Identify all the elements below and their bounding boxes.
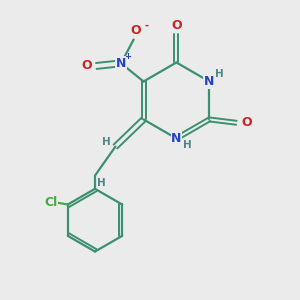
Text: N: N: [116, 57, 126, 70]
Text: O: O: [130, 24, 141, 37]
Text: H: H: [183, 140, 191, 150]
Text: O: O: [241, 116, 252, 129]
Text: Cl: Cl: [44, 196, 57, 209]
Text: O: O: [82, 59, 92, 73]
Text: H: H: [102, 136, 111, 147]
Text: +: +: [124, 52, 131, 61]
Text: O: O: [171, 19, 182, 32]
Text: -: -: [144, 21, 148, 31]
Text: N: N: [204, 75, 214, 88]
Text: H: H: [215, 69, 224, 79]
Text: H: H: [97, 178, 106, 188]
Text: N: N: [171, 132, 182, 145]
